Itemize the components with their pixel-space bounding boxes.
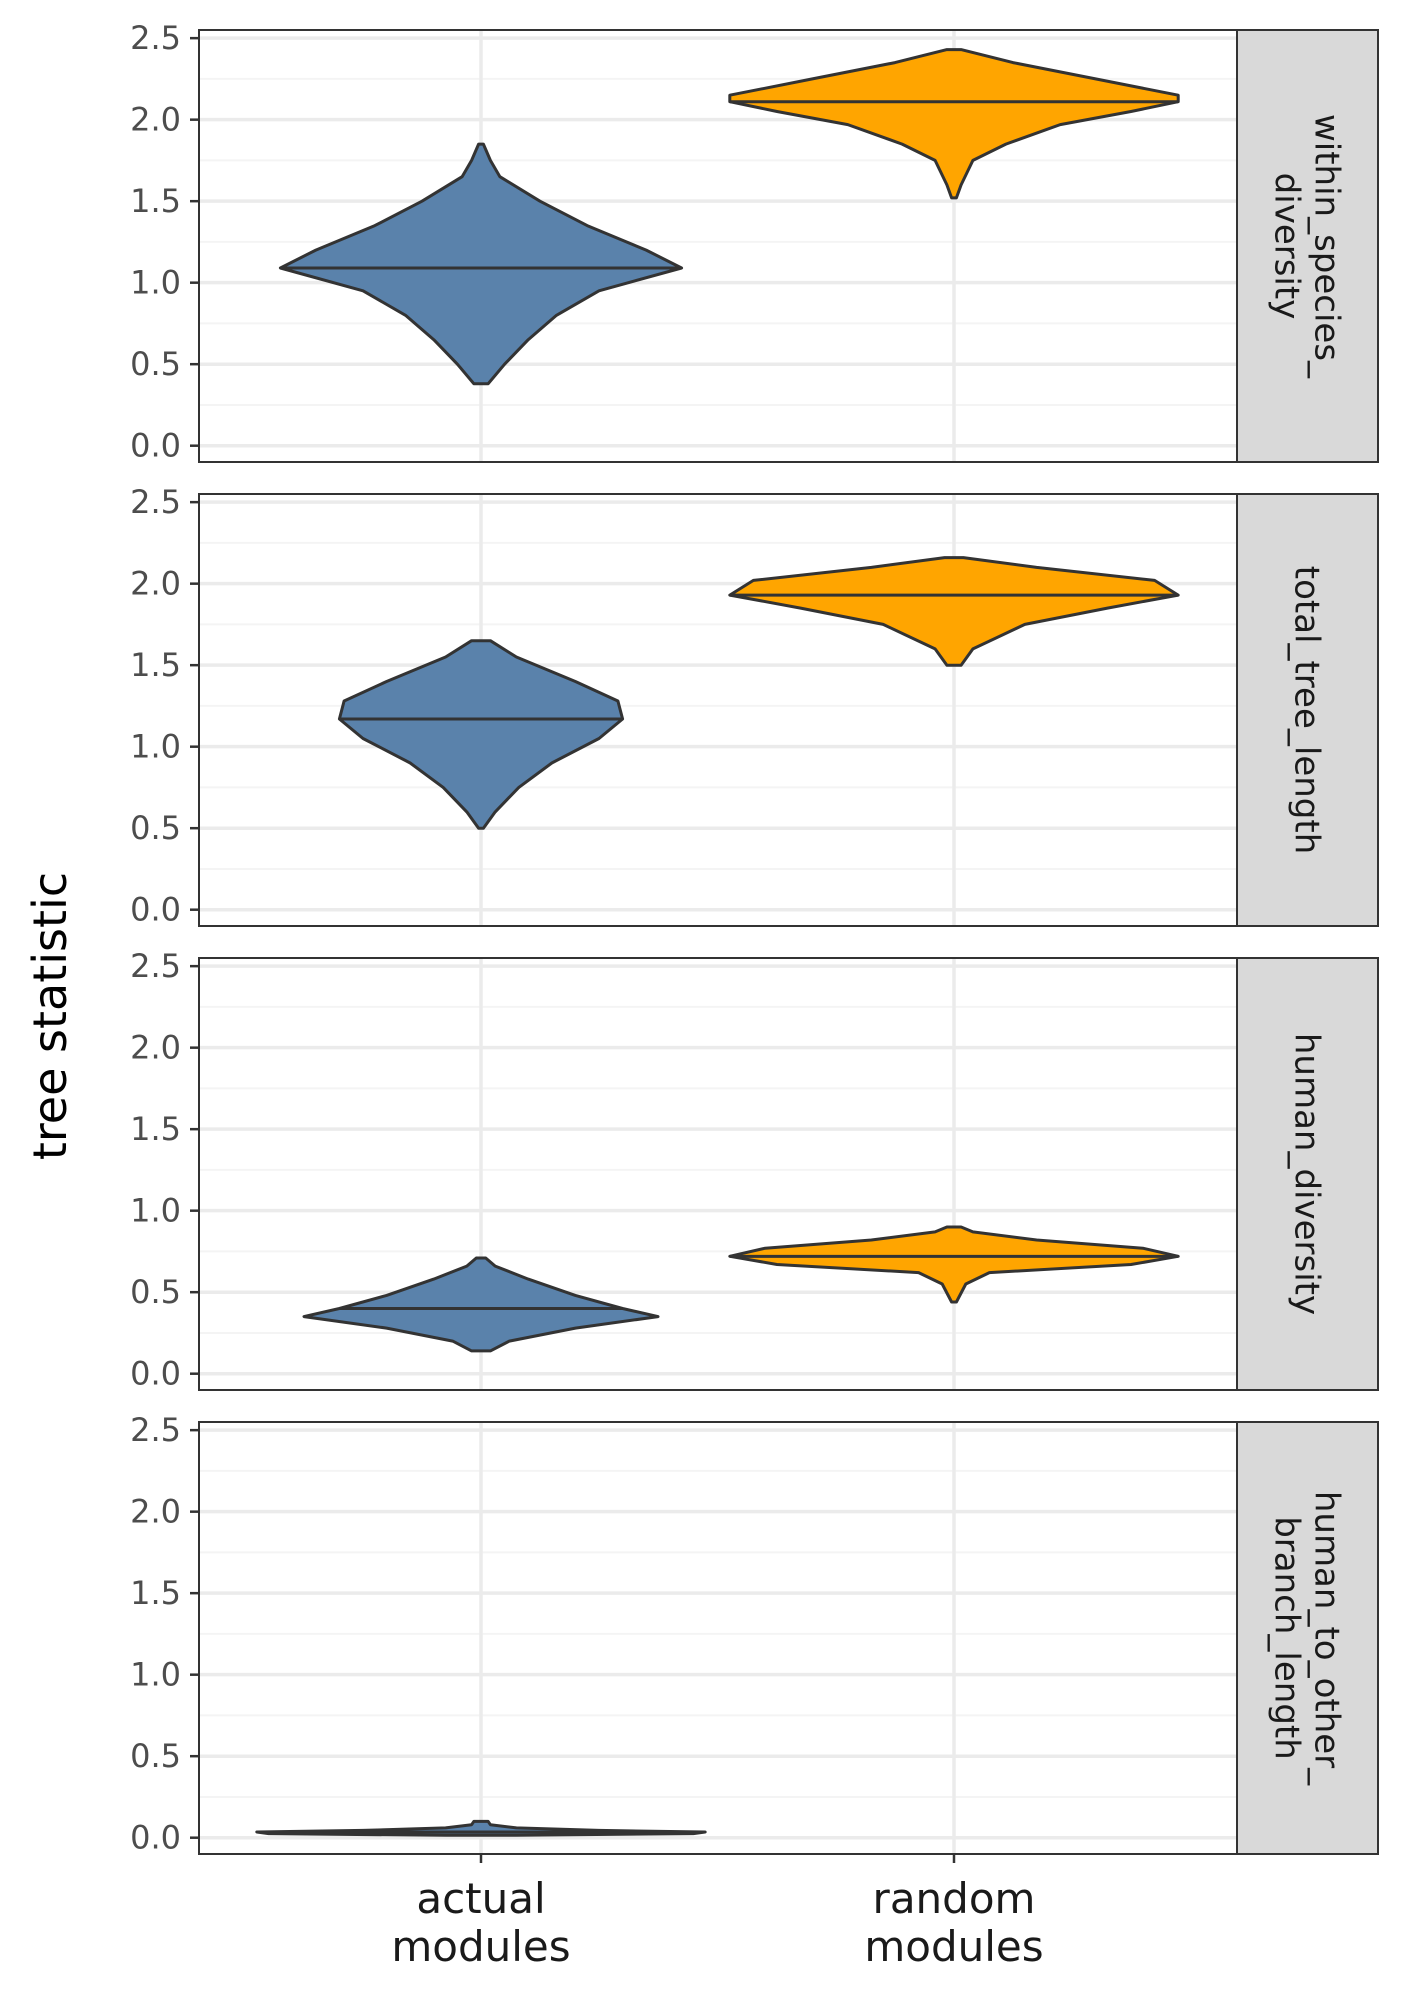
y-tick-label: 2.5 [130,19,181,57]
facet-panel: 0.0 0.5 1.0 1.5 2.0 2.5 human_diversity [130,947,1379,1393]
facet-strip [1236,1421,1379,1855]
violin-shape [728,48,1180,200]
facet-strip [1236,493,1379,927]
violin-shape [278,142,684,386]
y-tick-label: 2.5 [130,947,181,985]
y-tick-label: 1.0 [130,1656,181,1694]
panel-background [199,958,1237,1390]
y-tick-label: 2.5 [130,1411,181,1449]
y-tick-label: 0.0 [130,891,181,929]
violin-shape [302,1256,660,1353]
y-tick-label: 1.0 [130,1192,181,1230]
panel-background [199,1422,1237,1854]
facet-panel: 0.0 0.5 1.0 1.5 2.0 2.5 human_to_other_branch_… [130,1411,1379,1971]
y-tick-label: 0.5 [130,1737,181,1775]
y-tick-label: 0.0 [130,1355,181,1393]
y-tick-label: 0.5 [130,345,181,383]
y-tick-label: 2.0 [130,1493,181,1531]
facet-strip [1236,957,1379,1391]
y-tick-label: 2.5 [130,483,181,521]
violin-shape [728,1225,1180,1304]
y-tick-label: 1.0 [130,728,181,766]
y-axis-title: tree statistic [23,872,77,1160]
y-tick-label: 0.0 [130,1819,181,1857]
y-tick-label: 0.5 [130,809,181,847]
x-tick-label: random modules [864,1874,1043,1971]
y-tick-label: 0.0 [130,427,181,465]
facet-label: total_tree_length [1287,566,1327,855]
facet-strip [1236,29,1379,463]
facet-label: within_species_diversity [1267,114,1347,379]
y-tick-label: 0.5 [130,1273,181,1311]
y-tick-label: 2.0 [130,101,181,139]
y-tick-label: 1.5 [130,646,181,684]
y-tick-label: 2.0 [130,565,181,603]
facet-panel: 0.0 0.5 1.0 1.5 2.0 2.5 total_tree_length [130,483,1379,929]
y-tick-label: 1.5 [130,182,181,220]
violin-shape [337,639,625,830]
facet-label: human_diversity [1287,1033,1327,1315]
x-tick-label: actual modules [391,1874,570,1971]
y-tick-label: 1.0 [130,264,181,302]
violin-shape [728,556,1180,667]
y-tick-label: 1.5 [130,1574,181,1612]
y-tick-label: 1.5 [130,1110,181,1148]
facet-panel: 0.0 0.5 1.0 1.5 2.0 2.5 within_species_diversi… [130,19,1379,465]
facet-label: human_to_other_branch_length [1267,1491,1347,1786]
y-tick-label: 2.0 [130,1029,181,1067]
